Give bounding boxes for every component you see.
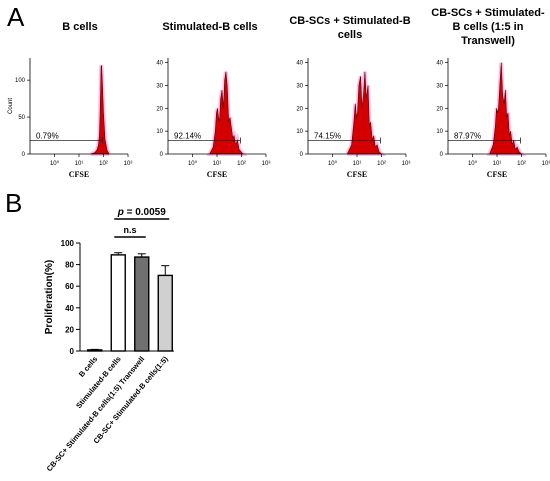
bar [134, 256, 150, 352]
bar-y-tick-label: 0 [70, 347, 75, 356]
x-tick-label: 10² [237, 161, 246, 167]
bar [110, 254, 126, 352]
y-tick-label: 0 [300, 152, 304, 158]
bar-y-axis-title: Proliferation(%) [44, 260, 55, 334]
histogram-area [489, 62, 523, 155]
y-tick-label: 40 [156, 61, 163, 67]
x-tick-label: 10¹ [353, 161, 362, 167]
bar-y-tick-label: 80 [65, 261, 74, 270]
y-tick-label: 100 [15, 78, 26, 84]
gate-label: 0.79% [36, 132, 59, 141]
panel-label-a: A [7, 2, 25, 32]
bar-y-tick-label: 40 [65, 304, 74, 313]
bar-category-label: B cells [77, 355, 99, 379]
ns-label: n.s [123, 225, 136, 235]
flow-panel-1: 0 10 20 30 40 10⁰ 10¹ 10² 10³ CFSE 92.14% [156, 58, 270, 179]
y-tick-label: 10 [156, 129, 163, 135]
x-tick-label: 10³ [542, 161, 550, 167]
flow-panel-3: 0 10 20 30 40 10⁰ 10¹ 10² 10³ CFSE 87.97% [436, 58, 550, 179]
bar-y-tick-label: 20 [65, 325, 74, 334]
y-axis-title: Count [8, 98, 14, 114]
y-tick-label: 30 [156, 83, 163, 89]
x-tick-label: 10⁰ [468, 160, 478, 167]
flow-title-stimulated: Stimulated-B cells [162, 21, 258, 33]
y-tick-label: 30 [436, 83, 443, 89]
y-tick-label: 40 [296, 61, 303, 67]
histogram-area [209, 71, 244, 155]
histogram-area [347, 71, 383, 155]
x-tick-label: 10² [377, 161, 386, 167]
y-tick-label: 0 [22, 152, 26, 158]
x-axis-title: CFSE [347, 170, 367, 179]
gate-label: 74.15% [314, 132, 341, 141]
gate-label: 92.14% [174, 132, 201, 141]
x-axis-title: CFSE [207, 170, 227, 179]
y-tick-label: 10 [436, 129, 443, 135]
x-tick-label: 10² [99, 161, 108, 167]
x-tick-label: 10³ [402, 161, 411, 167]
x-axis-title: CFSE [487, 170, 507, 179]
flow-panel-0: 0 50 100 10⁰ 10¹ 10² 10³ CFSE Count 0.79% [8, 58, 132, 179]
bar-category-label: CB-SC+ Stimulated-B cells(1:5) Transwell [45, 355, 147, 474]
bar [157, 274, 173, 352]
y-tick-label: 0 [440, 152, 444, 158]
flow-title-b-cells: B cells [62, 21, 98, 33]
y-tick-label: 40 [436, 61, 443, 67]
x-tick-label: 10¹ [213, 161, 222, 167]
x-tick-label: 10² [517, 161, 526, 167]
x-tick-label: 10¹ [493, 161, 502, 167]
x-tick-label: 10³ [124, 161, 133, 167]
y-tick-label: 20 [296, 106, 303, 112]
y-tick-label: 30 [296, 83, 303, 89]
x-axis-title: CFSE [69, 170, 89, 179]
panel-label-b: B [5, 188, 23, 218]
bar [87, 349, 103, 352]
p-value-label: p = 0.0059 [117, 207, 167, 218]
flow-panel-2: 0 10 20 30 40 10⁰ 10¹ 10² 10³ CFSE 74.15% [296, 58, 410, 179]
x-tick-label: 10⁰ [188, 160, 198, 167]
flow-title-transwell: CB-SCs + Stimulated-B cells (1:5 in Tran… [431, 7, 545, 47]
y-tick-label: 10 [296, 129, 303, 135]
y-tick-label: 20 [156, 106, 163, 112]
x-tick-label: 10³ [262, 161, 271, 167]
y-tick-label: 50 [18, 115, 25, 121]
bar-y-tick-label: 100 [61, 239, 75, 248]
flow-title-cbsc: CB-SCs + Stimulated-B cells [289, 15, 411, 41]
x-tick-label: 10⁰ [50, 160, 60, 167]
gate-label: 87.97% [454, 132, 481, 141]
histogram-area [90, 65, 110, 155]
y-tick-label: 20 [436, 106, 443, 112]
y-tick-label: 0 [160, 152, 164, 158]
x-tick-label: 10⁰ [328, 160, 338, 167]
bar-y-tick-label: 60 [65, 282, 74, 291]
x-tick-label: 10¹ [75, 161, 84, 167]
